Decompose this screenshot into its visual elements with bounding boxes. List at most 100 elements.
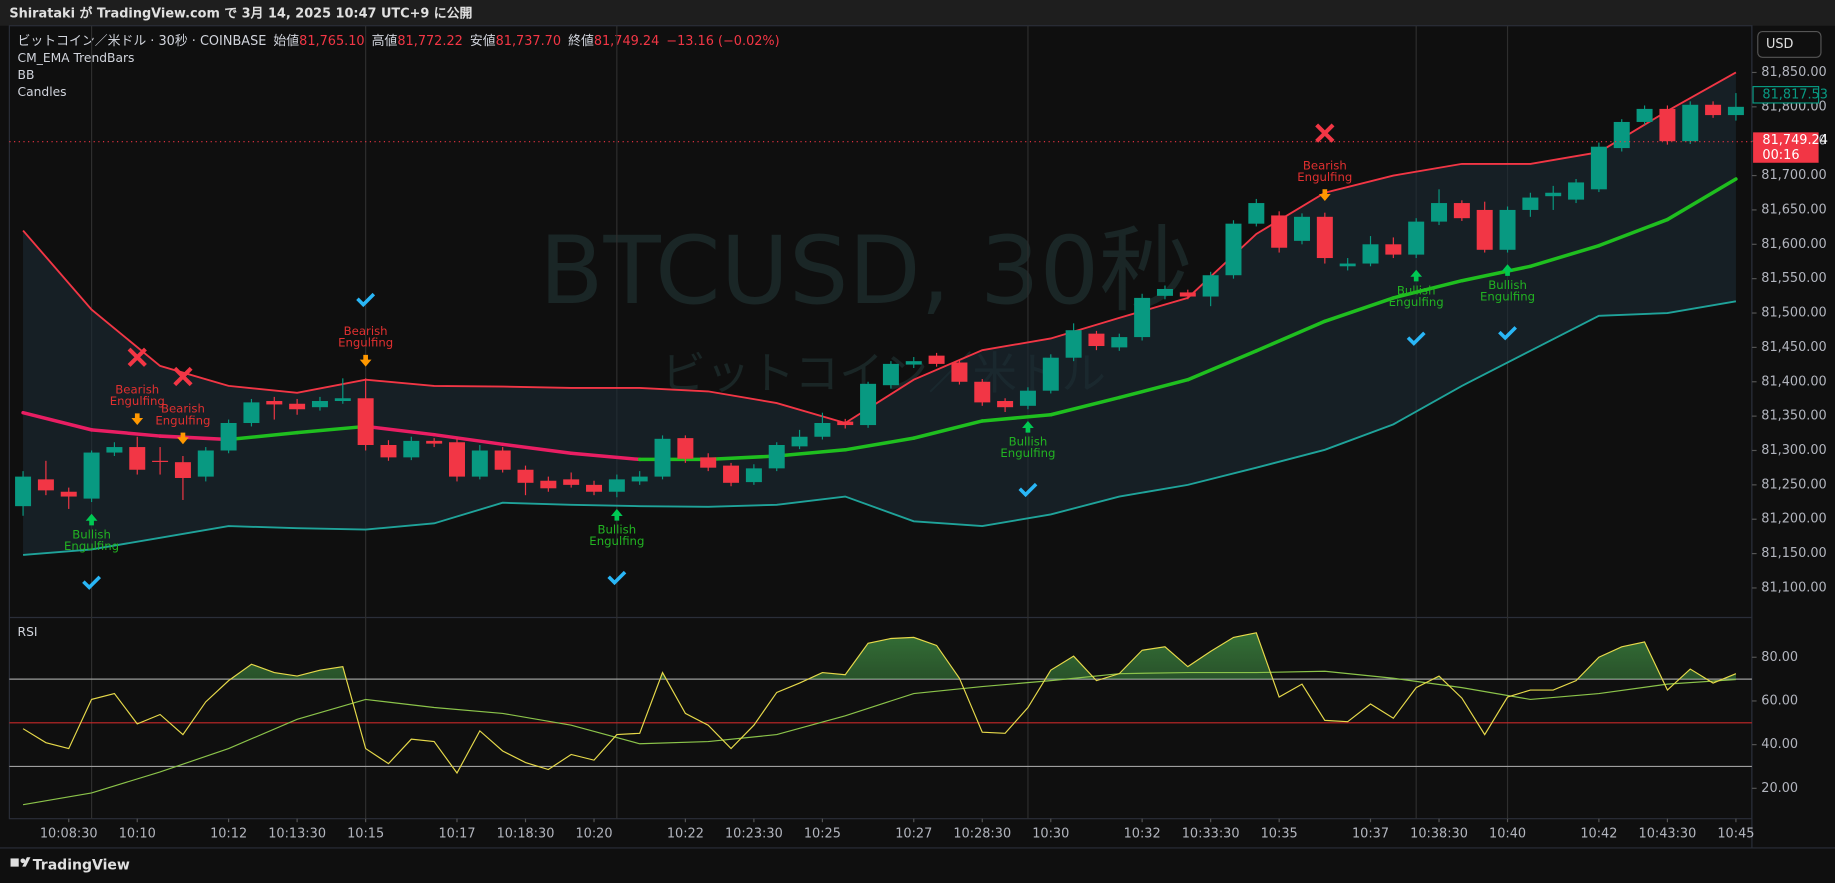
candle-body (1476, 209, 1493, 250)
signal-arrow (1022, 420, 1034, 433)
bb-basis-segment (226, 430, 299, 442)
candle-body (563, 479, 580, 485)
candle-body (426, 440, 443, 444)
bb-basis-segment (158, 434, 231, 442)
bb-basis-segment (1049, 395, 1122, 417)
x-tick-label: 10:33:30 (1182, 826, 1240, 841)
footer-brand: TradingView (33, 857, 130, 873)
ohlc-value: 81,749.24 (594, 33, 659, 48)
y-tick-label: 81,300.00 (1761, 443, 1826, 458)
x-tick-label: 10:40 (1489, 826, 1526, 841)
bb-basis-segment (1597, 217, 1670, 248)
candle-body (1613, 121, 1630, 149)
candle-body (837, 421, 854, 426)
bb-basis-segment (774, 448, 847, 458)
candle-body (60, 491, 77, 497)
x-tick-label: 10:25 (804, 826, 841, 841)
bb-basis-segment (1186, 349, 1259, 382)
currency-button[interactable] (1757, 30, 1822, 58)
x-tick-label: 10:28:30 (953, 826, 1011, 841)
indicator-name: CM_EMA TrendBars (18, 51, 135, 65)
signal-label: Engulfing (110, 394, 165, 408)
x-tick-label: 10:13:30 (268, 826, 326, 841)
candle-body (1179, 292, 1196, 297)
candle-body (951, 362, 968, 382)
x-tick-label: 10:20 (575, 826, 612, 841)
rsi-y-tick-label: 40.00 (1761, 737, 1798, 752)
candle-body (677, 438, 694, 459)
x-tick-label: 10:37 (1352, 826, 1389, 841)
candle-body (1568, 182, 1585, 200)
candle-body (1453, 203, 1470, 219)
signal-arrow (611, 508, 623, 521)
x-tick-label: 10:43:30 (1639, 826, 1697, 841)
check-marker (1498, 326, 1517, 341)
candle-body (540, 480, 557, 489)
candle-body (83, 452, 100, 499)
top-bar (0, 0, 1835, 26)
candle-body (1111, 337, 1128, 348)
y-tick-label: 81,100.00 (1761, 580, 1826, 595)
candle-body (1019, 390, 1036, 406)
x-tick-label: 10:10 (119, 826, 156, 841)
signal-label: Engulfing (1389, 295, 1444, 309)
candle-body (289, 403, 306, 410)
y-tick-label: 81,350.00 (1761, 409, 1826, 424)
check-marker (82, 575, 102, 590)
signal-arrow (131, 413, 144, 426)
x-tick-label: 10:30 (1032, 826, 1069, 841)
rsi-ma-line (22, 670, 1736, 806)
indicator-name: Candles (18, 85, 67, 99)
candle-body (1705, 104, 1722, 116)
check-marker (356, 292, 376, 308)
rsi-y-tick-label: 60.00 (1761, 693, 1798, 708)
currency-label[interactable]: USD (1766, 37, 1794, 52)
x-tick-label: 10:08:30 (40, 826, 98, 841)
candle-body (1088, 333, 1105, 347)
signal-label: Bearish (115, 382, 159, 396)
y-tick-label: 81,700.00 (1761, 168, 1826, 183)
candle-body (745, 468, 762, 483)
candle-body (517, 469, 534, 483)
candle-body (768, 444, 785, 469)
candle-body (220, 423, 237, 451)
candle-body (1682, 104, 1699, 142)
candle-body (1339, 263, 1356, 267)
candle-body (15, 476, 32, 507)
candle-body (905, 361, 922, 365)
candle-body (1385, 244, 1402, 255)
candle-body (1545, 192, 1562, 197)
candle-body (448, 442, 465, 477)
signal-label: Engulfing (1000, 446, 1055, 460)
x-tick-label: 10:38:30 (1410, 826, 1468, 841)
price-label: 81,817.53 (1762, 87, 1827, 102)
signal-label: Bearish (1303, 158, 1347, 172)
signal-label: Bullish (598, 522, 637, 536)
candle-body (791, 436, 808, 447)
price-label-box (1752, 86, 1820, 104)
x-tick-label: 10:17 (438, 826, 475, 841)
countdown: 00:16 (1762, 148, 1799, 163)
signal-label: Engulfing (338, 336, 393, 350)
y-tick-label: 81,500.00 (1761, 306, 1826, 321)
y-tick-label: 81,850.00 (1761, 65, 1826, 80)
y-tick-label: 81,450.00 (1761, 340, 1826, 355)
bb-basis-segment (89, 428, 162, 438)
tv-logo (10, 857, 31, 867)
candle-body (1134, 297, 1151, 338)
x-tick-label: 10:35 (1261, 826, 1298, 841)
bb-basis-segment (1528, 243, 1601, 269)
signal-label: Engulfing (64, 539, 119, 553)
symbol: ビットコイン／米ドル · 30秒 · COINBASE (18, 33, 267, 48)
x-tick-label: 10:27 (895, 826, 932, 841)
signal-label: Engulfing (1297, 170, 1352, 184)
candle-body (357, 398, 374, 445)
rsi-title: RSI (18, 625, 38, 639)
bb-basis-segment (363, 424, 436, 437)
x-tick-label: 10:23:30 (725, 826, 783, 841)
y-tick-label: 81,600.00 (1761, 237, 1826, 252)
signal-arrow (359, 354, 372, 367)
candle-body (311, 401, 328, 408)
y-tick-label: 81,200.00 (1761, 512, 1826, 527)
